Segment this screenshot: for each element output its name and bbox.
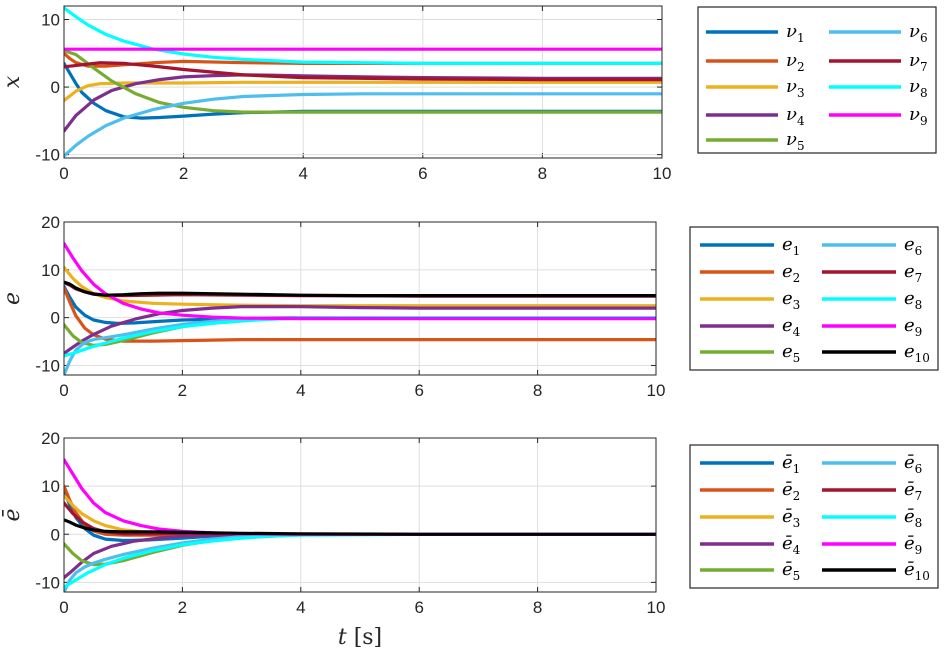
y-axis-label: e [0,292,25,305]
x-tick-label: 8 [538,164,547,183]
legend-label: ē3 [782,506,800,530]
x-tick-label: 4 [296,598,305,617]
legend-label: ē9 [904,533,922,557]
legend-label: ē7 [904,479,922,503]
legend-label: e2 [782,261,800,285]
series-line-e2 [64,286,656,343]
y-tick-label: 20 [41,213,60,232]
axes-frame [63,221,657,376]
x-tick-label: 2 [178,381,187,400]
legend-label: ν5 [786,129,805,153]
x-tick-label: 4 [298,164,307,183]
y-tick-label: 0 [51,309,60,328]
y-axis-label: x [0,75,25,88]
legend-label: e5 [782,341,800,365]
y-tick-label: -10 [35,573,60,592]
legend-label: e1 [782,234,800,258]
x-tick-label: 6 [418,164,427,183]
x-tick-label: 2 [179,164,188,183]
x-tick-label: 10 [647,598,666,617]
x-tick-label: 0 [59,598,68,617]
legend-label: ē8 [904,506,922,530]
legend-label: e10 [904,341,930,365]
series-line-ν3 [64,80,662,103]
series-group [64,241,656,375]
y-tick-label: 10 [41,261,60,280]
legend-label: ν7 [909,50,928,74]
legend-label: ē1 [782,452,800,476]
y-axis-label: ē [0,508,25,521]
series-group [64,458,656,592]
x-tick-label: 6 [414,381,423,400]
series-line-ē10 [64,518,656,536]
legend-box [697,6,937,154]
series-line-e3 [64,265,656,308]
legend-label: e6 [904,234,922,258]
x-tick-label: 8 [533,381,542,400]
axes-frame [63,437,657,593]
series-group [64,6,662,158]
y-tick-label: -10 [35,146,60,165]
x-tick-label: 10 [647,381,666,400]
legend-label: ν2 [786,50,805,74]
y-tick-label: 0 [51,525,60,544]
legend-label: ν6 [909,21,928,45]
y-tick-label: -10 [35,356,60,375]
series-line-e10 [64,280,656,298]
x-tick-label: 10 [653,164,672,183]
series-line-ν5 [64,48,662,114]
x-tick-label: 4 [296,381,305,400]
legend-label: ν8 [909,76,928,100]
legend-label: ν9 [909,104,928,128]
legend-label: ē2 [782,479,800,503]
y-tick-label: 20 [41,429,60,448]
y-tick-label: 0 [51,78,60,97]
legend-label: ν3 [786,76,805,100]
x-tick-label: 2 [178,598,187,617]
series-line-ν8 [64,6,662,66]
legend-label: ν1 [786,21,805,45]
legend-label: e9 [904,315,922,339]
series-line-e9 [64,241,656,321]
legend-label: ē10 [904,559,930,583]
x-tick-label: 8 [533,598,542,617]
plot-area [64,438,656,592]
x-axis-label: t [s] [338,625,382,650]
y-tick-label: 10 [41,477,60,496]
y-tick-label: 10 [41,11,60,30]
x-tick-label: 6 [414,598,423,617]
plot-area [64,222,656,375]
legend-label: ē6 [904,452,922,476]
axes-frame [63,5,663,159]
legend-label: e8 [904,288,922,312]
legend-label: ē5 [782,559,800,583]
legend-label: e4 [782,315,801,339]
series-line-ν7 [64,61,662,82]
x-tick-label: 0 [59,164,68,183]
series-line-e4 [64,305,656,356]
series-line-ν6 [64,92,662,158]
legend-label: e3 [782,288,800,312]
legend-label: ē4 [782,533,801,557]
legend-label: e7 [904,261,922,285]
x-tick-label: 0 [59,381,68,400]
legend-label: ν4 [786,104,805,128]
